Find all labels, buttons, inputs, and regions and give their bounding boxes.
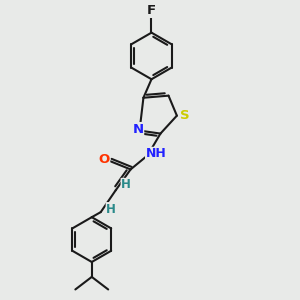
Text: H: H (121, 178, 131, 191)
Text: NH: NH (146, 147, 166, 161)
Text: H: H (106, 202, 116, 216)
Text: N: N (133, 123, 144, 136)
Text: F: F (147, 4, 156, 17)
Text: S: S (179, 109, 189, 122)
Text: O: O (98, 153, 110, 167)
